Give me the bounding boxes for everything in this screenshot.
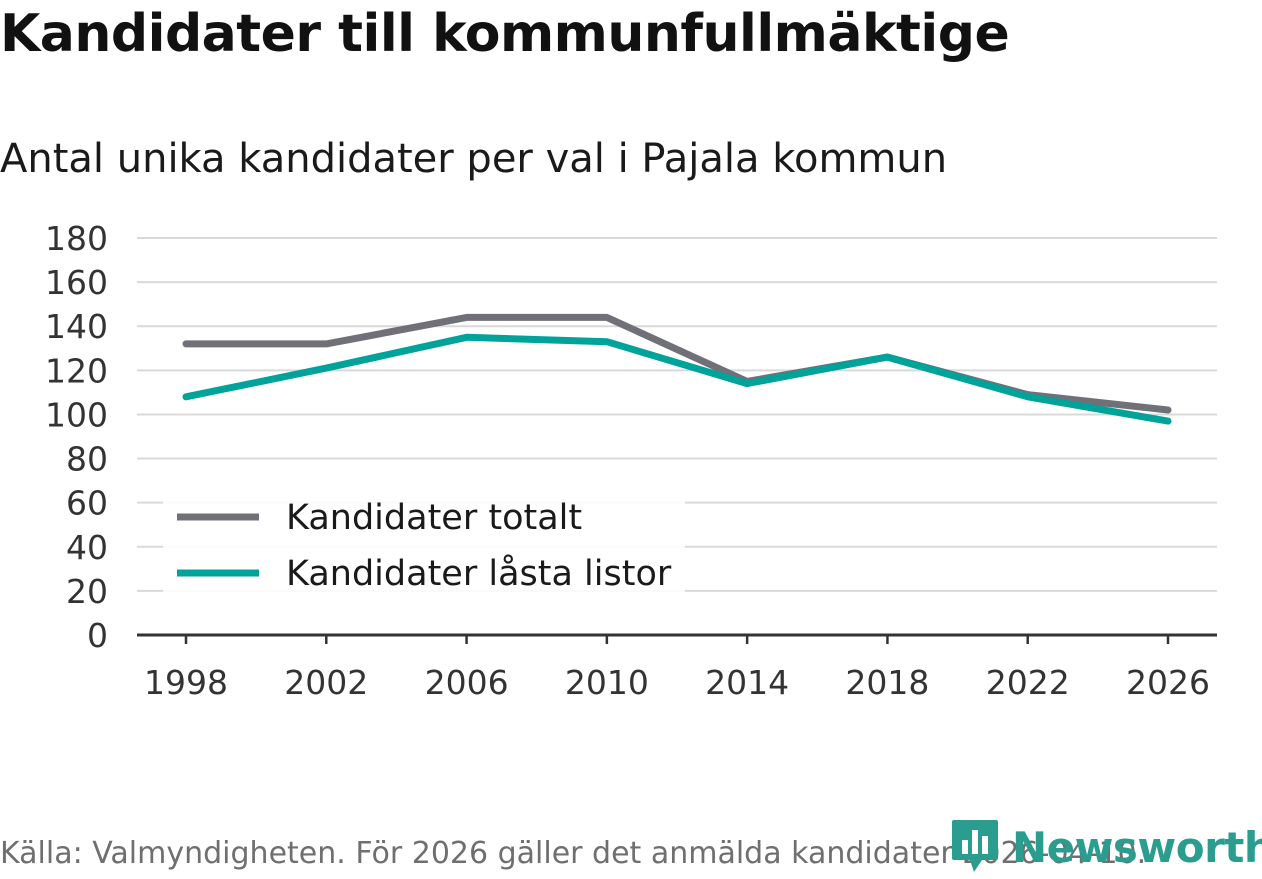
y-axis-ticks: 0 20 40 60 80 100 120 140 160 180 bbox=[45, 219, 108, 655]
x-tick-label: 1998 bbox=[144, 663, 228, 702]
x-tick-label: 2026 bbox=[1126, 663, 1210, 702]
chart-title: Kandidater till kommunfullmäktige bbox=[0, 4, 1010, 64]
x-tick-label: 2018 bbox=[845, 663, 929, 702]
y-tick-label: 140 bbox=[45, 307, 108, 346]
y-tick-label: 120 bbox=[45, 351, 108, 390]
x-tick-label: 2006 bbox=[425, 663, 509, 702]
y-tick-label: 180 bbox=[45, 219, 108, 258]
y-tick-label: 100 bbox=[45, 395, 108, 434]
y-tick-label: 40 bbox=[66, 528, 108, 567]
bar-chart-speech-bubble-icon bbox=[952, 820, 998, 872]
x-tick-label: 2014 bbox=[705, 663, 789, 702]
x-axis-ticks: 1998 2002 2006 2010 2014 2018 2022 2026 bbox=[137, 633, 1217, 702]
legend-label: Kandidater låsta listor bbox=[286, 553, 672, 594]
series-line-lasta-listor bbox=[182, 333, 1172, 425]
x-tick-label: 2022 bbox=[986, 663, 1070, 702]
y-tick-label: 0 bbox=[87, 616, 108, 655]
legend-label: Kandidater totalt bbox=[286, 498, 582, 538]
series-lines bbox=[182, 313, 1172, 425]
logo-text: Newsworthy bbox=[1012, 822, 1262, 872]
legend-box bbox=[163, 496, 685, 596]
legend: Kandidater totalt Kandidater låsta listor bbox=[163, 496, 685, 596]
newsworthy-logo: Newsworthy bbox=[950, 818, 1262, 876]
x-tick-label: 2010 bbox=[565, 663, 649, 702]
y-tick-label: 80 bbox=[66, 440, 108, 479]
x-tick-label: 2002 bbox=[284, 663, 368, 702]
y-tick-label: 60 bbox=[66, 484, 108, 523]
chart-subtitle: Antal unika kandidater per val i Pajala … bbox=[0, 136, 948, 182]
y-tick-label: 160 bbox=[45, 263, 108, 302]
y-tick-label: 20 bbox=[66, 572, 108, 611]
